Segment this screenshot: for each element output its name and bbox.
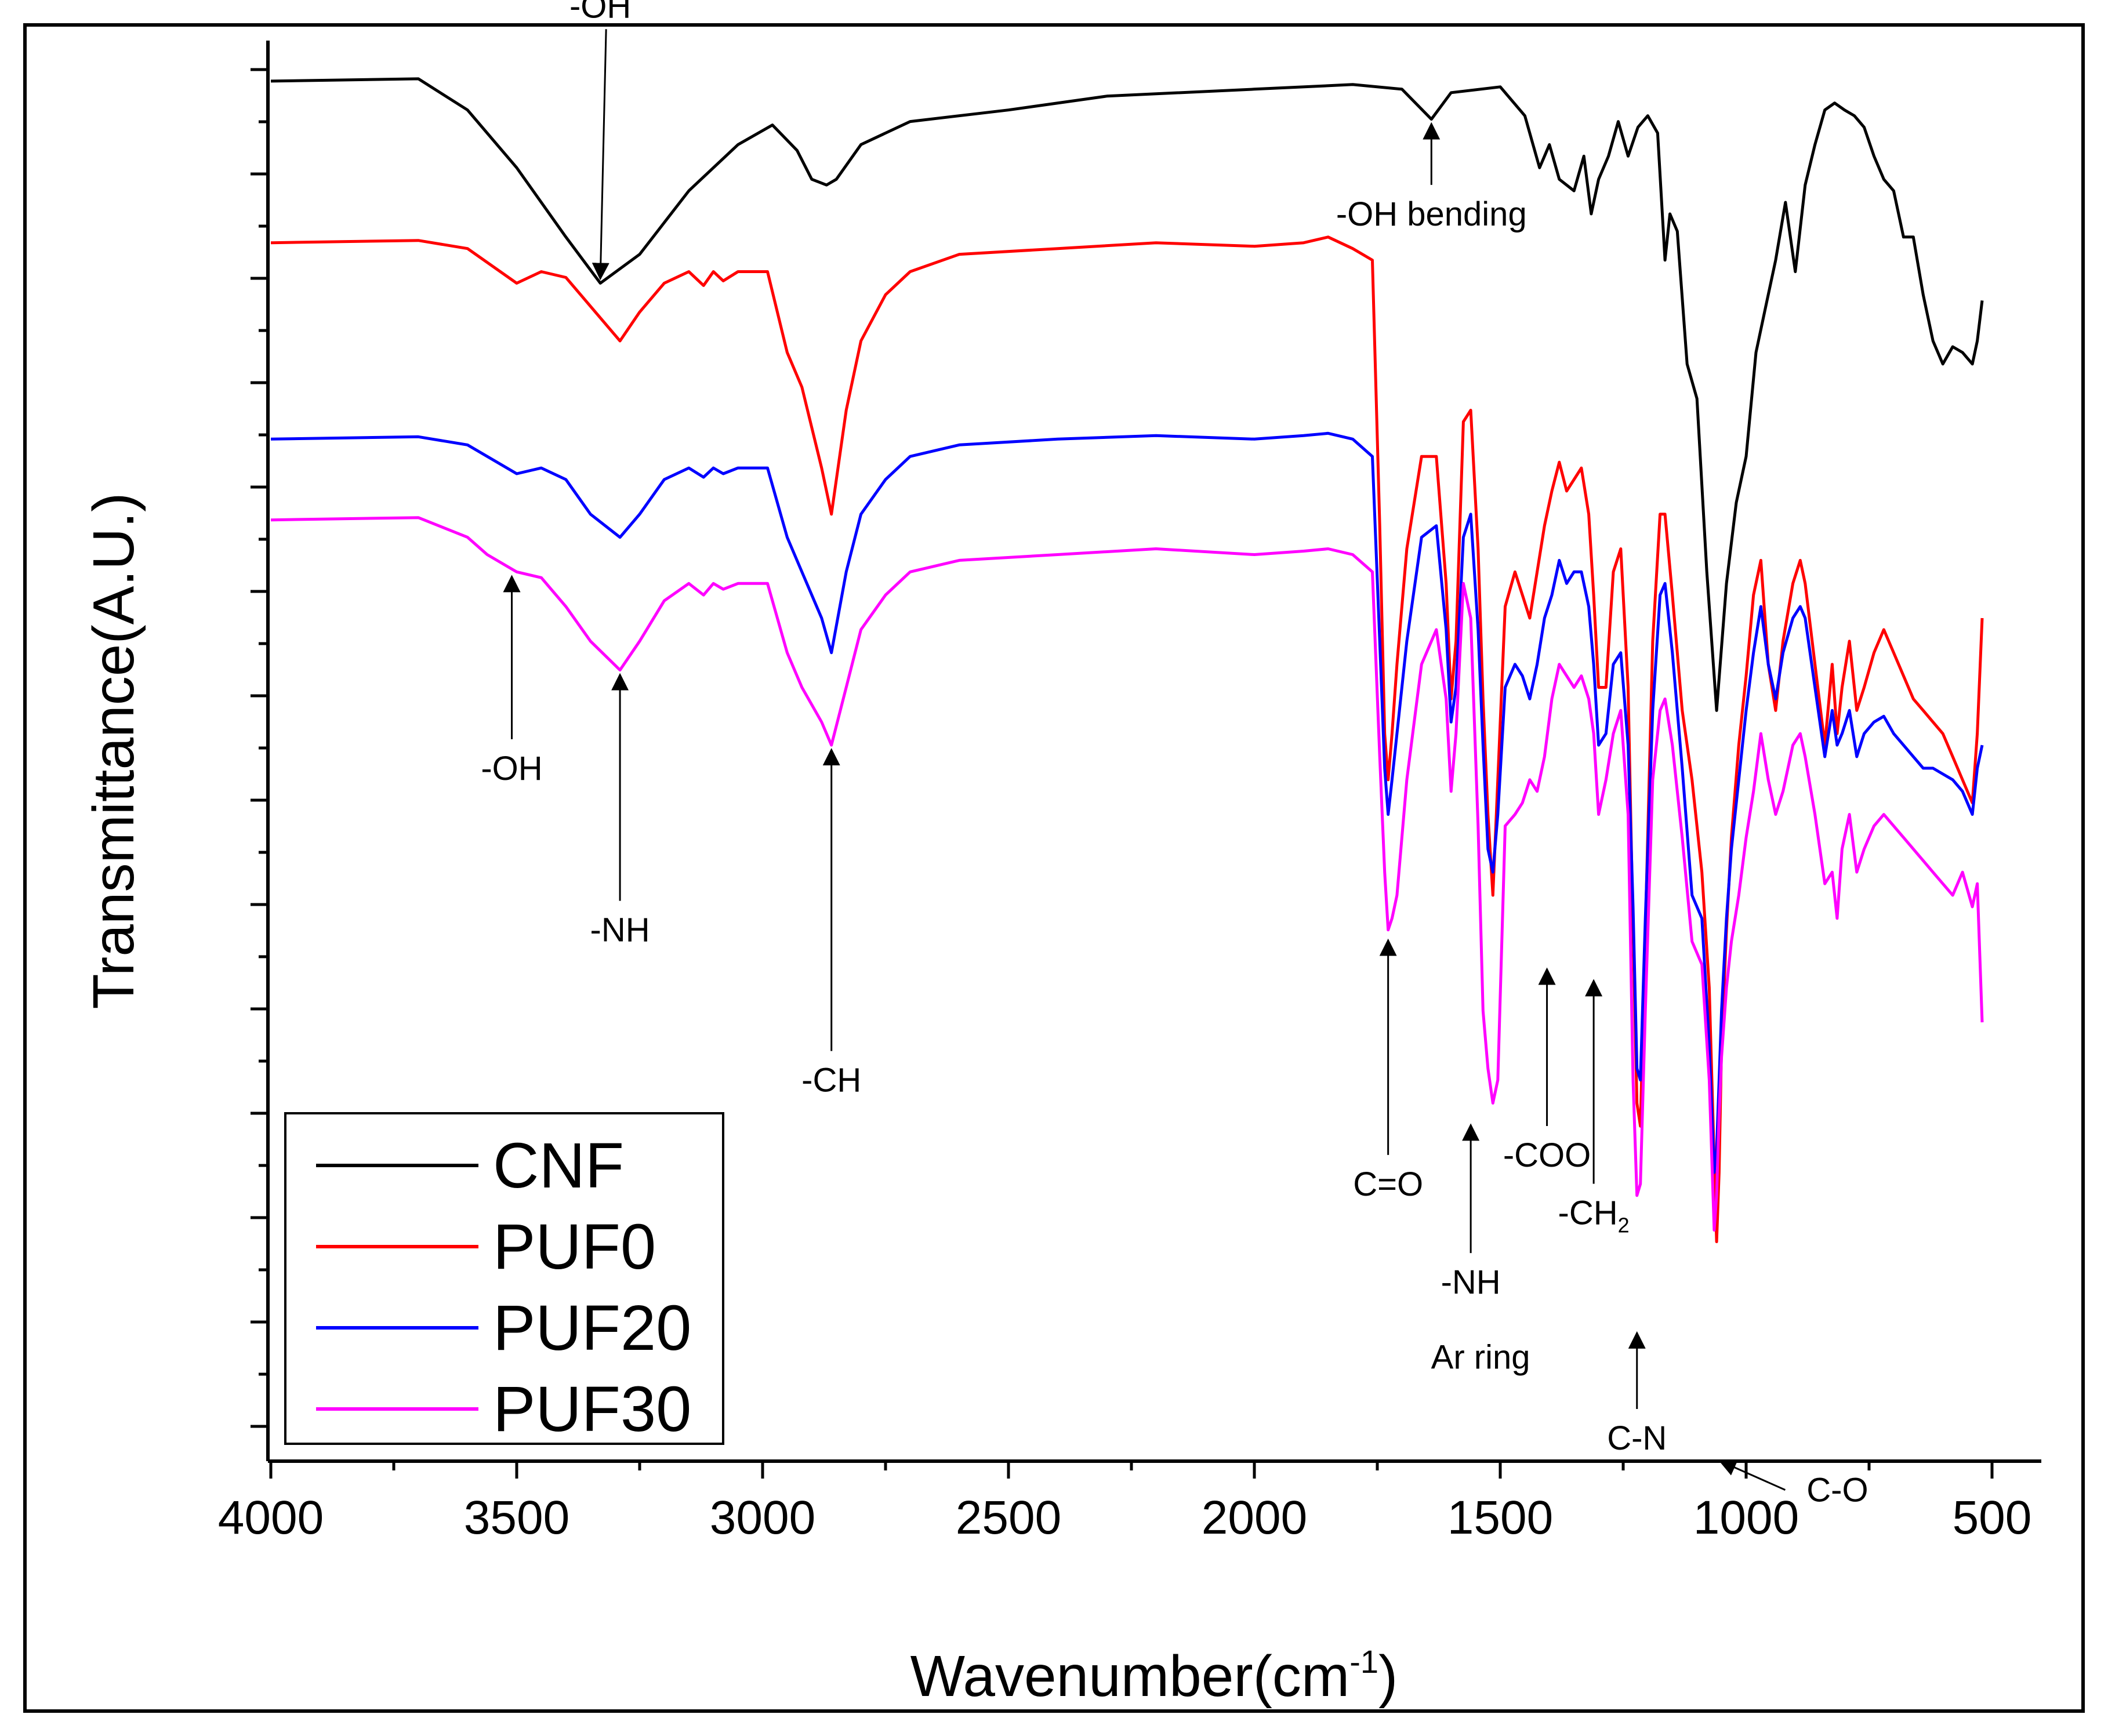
legend-label: CNF bbox=[493, 1130, 624, 1201]
x-axis-title-main: Wavenumber(cm bbox=[910, 1644, 1350, 1709]
x-tick-label: 3000 bbox=[710, 1491, 815, 1544]
annotation-label: -COO bbox=[1503, 1136, 1591, 1174]
annotation-label: -OH bbox=[569, 0, 631, 25]
annotation-label: -CH bbox=[801, 1062, 861, 1099]
legend-label: PUF0 bbox=[493, 1211, 656, 1283]
annotation-label: C=O bbox=[1353, 1165, 1423, 1203]
annotation-arrow bbox=[1718, 1459, 1786, 1491]
legend-label: PUF20 bbox=[493, 1292, 691, 1364]
x-axis-title: Wavenumber(cm-1) bbox=[910, 1643, 1398, 1709]
x-tick-label: 3500 bbox=[464, 1491, 569, 1544]
annotation-label-sub: 2 bbox=[1618, 1214, 1630, 1237]
legend-label: PUF30 bbox=[493, 1374, 691, 1445]
annotation-arrow bbox=[592, 29, 609, 281]
annotation-label: C-N bbox=[1607, 1419, 1667, 1457]
series-line-puf0 bbox=[270, 235, 1984, 1243]
x-tick-label: 1000 bbox=[1693, 1491, 1799, 1544]
annotation-layer: -OH -OH bending -OH -NH -CH C=O -COO -CH2 -NH C-N… bbox=[481, 0, 1868, 1509]
y-axis-title: Transmittance(A.U.) bbox=[81, 493, 146, 1009]
series-line-puf30 bbox=[270, 516, 1984, 1232]
annotation-label: -NH bbox=[1441, 1263, 1501, 1301]
annotation-label: -NH bbox=[590, 911, 650, 949]
legend: CNF PUF0 PUF20 PUF30 bbox=[284, 1112, 724, 1445]
annotation-label: Ar ring bbox=[1431, 1339, 1530, 1377]
annotation-label: -OH bending bbox=[1336, 195, 1527, 233]
x-tick-label: 4000 bbox=[218, 1491, 324, 1544]
x-tick-label: 500 bbox=[1953, 1491, 2032, 1544]
legend-box bbox=[284, 1112, 724, 1445]
axis-ticks: 4000 3500 3000 2500 2000 1500 1000 500 bbox=[218, 68, 2032, 1544]
series-layer bbox=[270, 77, 1984, 1243]
annotation-label: -OH bbox=[481, 750, 542, 787]
x-tick-label: 2500 bbox=[956, 1491, 1061, 1544]
figure-frame bbox=[23, 23, 2085, 1713]
x-axis-title-close: ) bbox=[1378, 1644, 1398, 1709]
series-line-cnf bbox=[270, 77, 1984, 712]
x-tick-label: 2000 bbox=[1202, 1491, 1307, 1544]
series-line-puf20 bbox=[270, 431, 1984, 1174]
annotation-label: C-O bbox=[1806, 1472, 1868, 1509]
x-axis-title-sup: -1 bbox=[1349, 1643, 1378, 1680]
x-tick-label: 1500 bbox=[1447, 1491, 1553, 1544]
annotation-label: -CH2 bbox=[1558, 1194, 1630, 1237]
